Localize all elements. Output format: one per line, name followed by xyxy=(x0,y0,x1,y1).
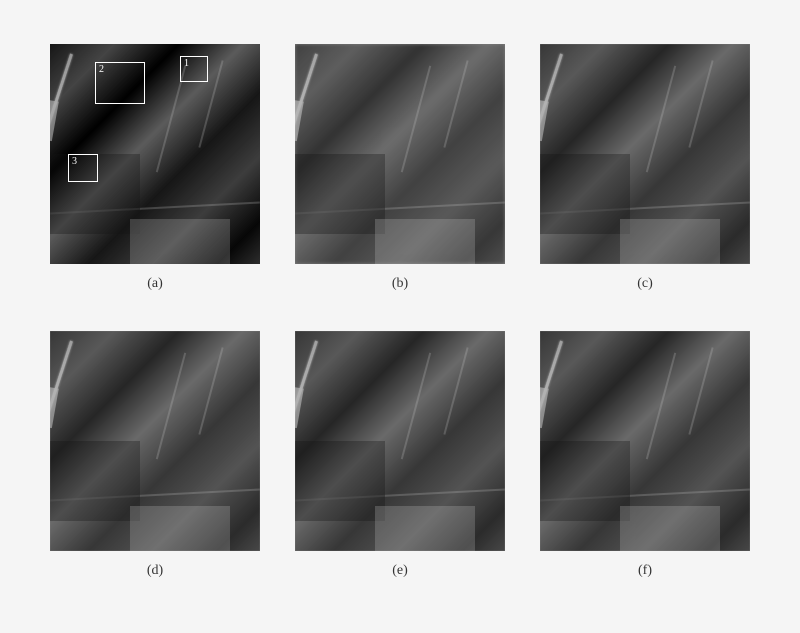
field-boundary xyxy=(443,347,468,434)
panel-image-b xyxy=(295,44,505,264)
figure-panel-a: 1 2 3 (a) xyxy=(50,44,260,292)
figure-panel-d: (d) xyxy=(50,331,260,579)
field-boundary xyxy=(688,347,713,434)
bright-region xyxy=(620,506,720,551)
dark-field-region xyxy=(295,441,385,521)
panel-image-f xyxy=(540,331,750,551)
field-boundary xyxy=(688,61,713,148)
sar-structure xyxy=(540,44,750,264)
field-boundary xyxy=(401,66,431,173)
figure-row-bottom: (d) (e) xyxy=(50,331,750,579)
field-boundary xyxy=(646,352,676,459)
panel-caption: (f) xyxy=(638,563,652,579)
panel-image-d xyxy=(50,331,260,551)
field-boundary xyxy=(401,352,431,459)
roi-label: 2 xyxy=(99,64,104,75)
dark-field-region xyxy=(295,154,385,234)
roi-box-1: 1 xyxy=(180,56,208,82)
sar-structure xyxy=(295,331,505,551)
field-boundary xyxy=(443,61,468,148)
dark-field-region xyxy=(540,441,630,521)
panel-caption: (b) xyxy=(392,276,408,292)
field-boundary xyxy=(156,352,186,459)
panel-image-e xyxy=(295,331,505,551)
sar-structure xyxy=(50,331,260,551)
bright-region xyxy=(130,506,230,551)
panel-image-a: 1 2 3 xyxy=(50,44,260,264)
roi-label: 1 xyxy=(184,58,189,69)
figure-row-top: 1 2 3 (a) (b) xyxy=(50,44,750,292)
dark-field-region xyxy=(540,154,630,234)
panel-image-c xyxy=(540,44,750,264)
figure-panel-f: (f) xyxy=(540,331,750,579)
panel-caption: (a) xyxy=(147,276,163,292)
figure-panel-e: (e) xyxy=(295,331,505,579)
field-boundary xyxy=(646,66,676,173)
dark-field-region xyxy=(50,441,140,521)
field-boundary xyxy=(198,347,223,434)
panel-caption: (c) xyxy=(637,276,653,292)
panel-caption: (d) xyxy=(147,563,163,579)
figure-panel-b: (b) xyxy=(295,44,505,292)
bright-region xyxy=(375,506,475,551)
figure-panel-c: (c) xyxy=(540,44,750,292)
bright-region xyxy=(375,219,475,264)
panel-caption: (e) xyxy=(392,563,408,579)
sar-structure xyxy=(540,331,750,551)
bright-region xyxy=(130,219,230,264)
roi-box-3: 3 xyxy=(68,154,98,182)
bright-region xyxy=(620,219,720,264)
roi-label: 3 xyxy=(72,156,77,167)
roi-box-2: 2 xyxy=(95,62,145,104)
sar-structure xyxy=(295,44,505,264)
